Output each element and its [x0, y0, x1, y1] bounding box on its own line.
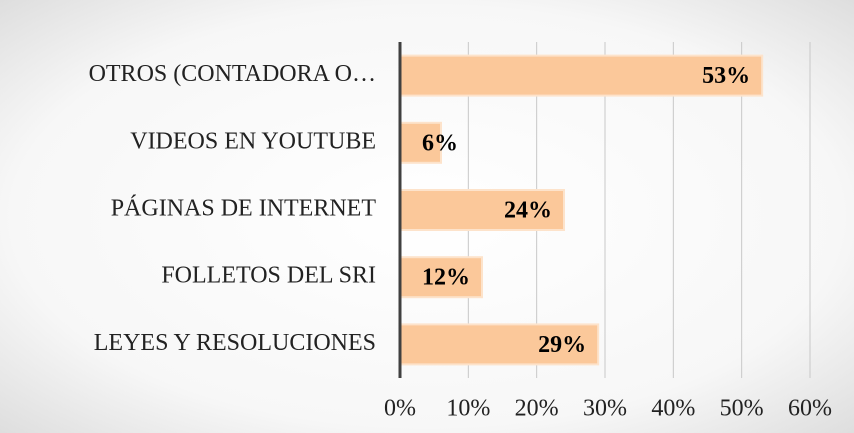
value-label: 24%	[504, 198, 552, 224]
value-label: 29%	[538, 332, 586, 358]
x-tick-label: 20%	[515, 396, 559, 422]
x-tick-label: 50%	[720, 396, 764, 422]
y-tick-label: FOLLETOS DEL SRI	[161, 263, 376, 289]
y-tick-label: PÁGINAS DE INTERNET	[111, 196, 377, 222]
value-label: 6%	[422, 130, 458, 156]
value-label: 12%	[422, 265, 470, 291]
x-tick-label: 10%	[446, 396, 490, 422]
x-tick-label: 40%	[651, 396, 695, 422]
value-label: 53%	[702, 63, 750, 89]
bar	[399, 54, 764, 97]
y-tick-label: LEYES Y RESOLUCIONES	[94, 330, 376, 356]
y-tick-label: OTROS (CONTADORA O…	[89, 61, 376, 87]
y-tick-label: VIDEOS EN YOUTUBE	[130, 128, 376, 154]
x-tick-label: 60%	[788, 396, 832, 422]
x-tick-label: 0%	[384, 396, 416, 422]
x-tick-label: 30%	[583, 396, 627, 422]
